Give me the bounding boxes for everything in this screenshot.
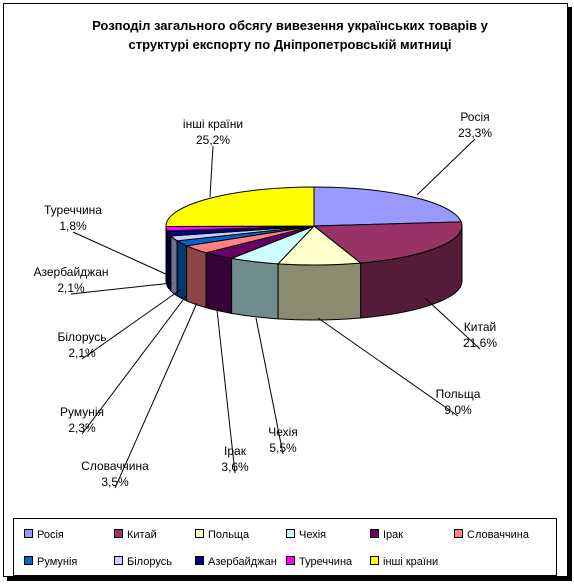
leader-line-4: [216, 309, 236, 474]
data-label-name-5: Словаччина: [81, 459, 149, 473]
legend-label-1: Китай: [127, 529, 157, 541]
pie-slice-1: [312, 221, 463, 264]
leader-line-8: [70, 282, 173, 295]
data-label-5: Словаччина 3,5%: [81, 302, 198, 489]
legend-swatch-9: [286, 556, 295, 565]
legend-item-6: Румунія: [24, 556, 77, 568]
legend-label-7: Білорусь: [127, 556, 172, 568]
data-label-value-10: 25,2%: [196, 133, 230, 147]
legend-swatch-6: [24, 556, 33, 565]
legend-label-9: Туреччина: [299, 556, 353, 568]
pie-slice-0: [313, 186, 462, 227]
leader-line-1: [424, 297, 481, 350]
pie-side-8: [166, 230, 172, 293]
data-label-value-7: 2,1%: [68, 346, 96, 360]
data-label-6: Румунія 2,3%: [60, 295, 187, 435]
data-label-value-3: 5,5%: [269, 441, 297, 455]
pie-side-6: [176, 239, 188, 302]
legend-item-7: Білорусь: [114, 556, 172, 568]
legend-item-2: Польща: [195, 529, 249, 541]
data-label-name-10: інші країни: [183, 117, 243, 131]
legend-label-8: Азербайджан: [208, 556, 277, 568]
legend-swatch-1: [114, 529, 123, 538]
pie-side-7: [170, 234, 178, 297]
pie-side-3: [231, 257, 279, 320]
legend-swatch-5: [454, 529, 463, 538]
data-label-value-6: 2,3%: [68, 421, 96, 435]
data-label-8: Азербайджан 2,1%: [33, 265, 173, 295]
data-label-name-9: Туреччина: [44, 203, 102, 217]
legend-label-10: інші країни: [383, 556, 439, 568]
leader-line-0: [416, 138, 476, 196]
legend-swatch-0: [24, 529, 33, 538]
leader-line-7: [81, 289, 181, 360]
pie-slice-2: [276, 225, 362, 266]
leader-line-9: [72, 231, 169, 276]
pie-side-2: [277, 262, 362, 321]
chart-title: Розподіл загального обсягу вивезення укр…: [40, 16, 540, 54]
legend-swatch-3: [286, 529, 295, 538]
legend-item-8: Азербайджан: [195, 556, 277, 568]
data-label-value-8: 2,1%: [57, 281, 85, 295]
data-label-value-2: 9,0%: [444, 403, 472, 417]
legend-label-2: Польща: [208, 529, 250, 541]
chart-title-line-2: структурі експорту по Дніпропетровській …: [128, 37, 452, 52]
data-label-0: Росія 23,3%: [416, 110, 492, 196]
legend-label-3: Чехія: [299, 529, 327, 541]
data-label-name-4: Ірак: [224, 444, 247, 458]
leader-line-10: [209, 145, 214, 198]
data-label-2: Польща 9,0%: [317, 317, 481, 417]
data-label-value-1: 21,6%: [463, 336, 497, 350]
legend-item-0: Росія: [24, 529, 64, 541]
data-label-9: Туреччина 1,8%: [44, 203, 169, 276]
legend-item-5: Словаччина: [454, 529, 529, 541]
data-label-3: Чехія 5,5%: [255, 317, 298, 455]
legend-item-4: Ірак: [370, 529, 403, 541]
data-label-value-9: 1,8%: [59, 219, 87, 233]
data-label-value-0: 23,3%: [458, 126, 492, 140]
leader-line-6: [81, 295, 187, 435]
legend-swatch-7: [114, 556, 123, 565]
legend-label-6: Румунія: [37, 556, 78, 568]
legend-item-1: Китай: [114, 529, 157, 541]
data-label-10: інші країни 25,2%: [183, 117, 243, 198]
chart-legend: Росія Китай Польща Чехія Ірак Словаччина Румун…: [13, 518, 557, 576]
data-label-name-2: Польща: [436, 387, 481, 401]
data-label-name-1: Китай: [464, 320, 496, 334]
legend-item-3: Чехія: [286, 529, 326, 541]
legend-swatch-2: [195, 529, 204, 538]
legend-label-0: Росія: [37, 529, 64, 541]
data-label-4: Ірак 3,6%: [216, 309, 249, 474]
legend-swatch-8: [195, 556, 204, 565]
data-label-name-8: Азербайджан: [33, 265, 108, 279]
pie-slice-10: [165, 186, 315, 227]
data-label-value-5: 3,5%: [101, 475, 129, 489]
pie-side-5: [186, 245, 207, 309]
leader-line-3: [255, 317, 284, 455]
data-label-value-4: 3,6%: [221, 460, 249, 474]
legend-swatch-4: [370, 529, 379, 538]
leader-line-5: [114, 302, 198, 489]
legend-label-4: Ірак: [383, 529, 404, 541]
leader-line-2: [317, 317, 459, 417]
pie-side-4: [205, 252, 233, 314]
data-label-name-0: Росія: [460, 110, 489, 124]
legend-label-5: Словаччина: [467, 529, 529, 541]
legend-swatch-10: [370, 556, 379, 565]
data-label-name-3: Чехія: [268, 425, 298, 439]
data-label-name-6: Румунія: [60, 405, 104, 419]
legend-item-9: Туреччина: [286, 556, 352, 568]
chart-title-line-1: Розподіл загального обсягу вивезення укр…: [92, 18, 488, 33]
legend-item-10: інші країни: [370, 556, 438, 568]
data-label-7: Білорусь 2,1%: [57, 289, 181, 360]
data-label-name-7: Білорусь: [57, 330, 106, 344]
data-label-1: Китай 21,6%: [424, 297, 497, 350]
